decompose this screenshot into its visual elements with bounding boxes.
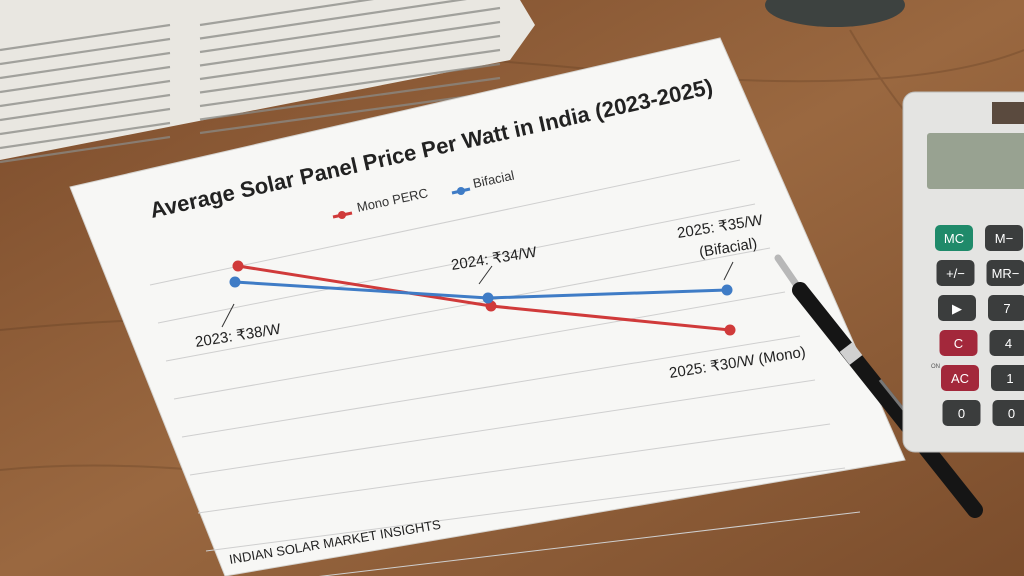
- calculator-key[interactable]: C: [939, 330, 978, 356]
- calculator-key-label: AC: [951, 371, 969, 386]
- calculator-key-label: ▶: [952, 301, 962, 316]
- calculator-key-label: 4: [1005, 336, 1012, 351]
- calculator-key[interactable]: 7: [988, 295, 1024, 321]
- calculator-key[interactable]: M−: [985, 225, 1023, 251]
- calculator-key-label: 7: [1003, 301, 1010, 316]
- data-point-mono-perc-2025: [724, 324, 736, 336]
- calculator-key[interactable]: 0: [992, 400, 1024, 426]
- calculator-key[interactable]: 1: [991, 365, 1024, 391]
- calculator-key-label: MC: [944, 231, 964, 246]
- calculator-key-label: 0: [958, 406, 965, 421]
- calculator-display: [927, 133, 1024, 189]
- calculator-key[interactable]: +/−: [936, 260, 975, 286]
- gridline: [189, 379, 816, 476]
- gridline: [149, 159, 741, 286]
- data-point-bifacial-2024: [482, 292, 494, 304]
- calculator-key[interactable]: 0: [942, 400, 981, 426]
- gridline: [165, 247, 771, 362]
- gridline: [197, 423, 831, 514]
- data-point-bifacial-2023: [229, 276, 241, 288]
- calculator-key-label: 1: [1006, 371, 1013, 386]
- calculator-key[interactable]: ▶: [938, 295, 976, 321]
- data-point-bifacial-2025: [721, 284, 733, 296]
- calculator-key[interactable]: MR−: [986, 260, 1024, 286]
- newspaper: [0, 0, 535, 164]
- gridline: [173, 291, 786, 400]
- gridline: [181, 335, 801, 438]
- calculator-key-label: M−: [995, 231, 1013, 246]
- gridline: [318, 511, 861, 576]
- gridline: [157, 203, 756, 324]
- mug: [765, 0, 905, 27]
- data-point-mono-perc-2023: [232, 260, 244, 272]
- calculator-key-label: C: [954, 336, 963, 351]
- calculator: MC M− +/− MR− ▶ 7 C 4 AC 1 0 0 ON: [902, 91, 1024, 453]
- gridline: [205, 467, 846, 552]
- calculator-key[interactable]: MC: [935, 225, 973, 251]
- calculator-key[interactable]: 4: [989, 330, 1024, 356]
- calculator-key-label: 0: [1008, 406, 1015, 421]
- calculator-key-label: +/−: [946, 266, 965, 281]
- calculator-key-label: MR−: [992, 266, 1020, 281]
- calculator-key[interactable]: AC: [941, 365, 979, 391]
- calculator-on-label: ON: [931, 364, 940, 370]
